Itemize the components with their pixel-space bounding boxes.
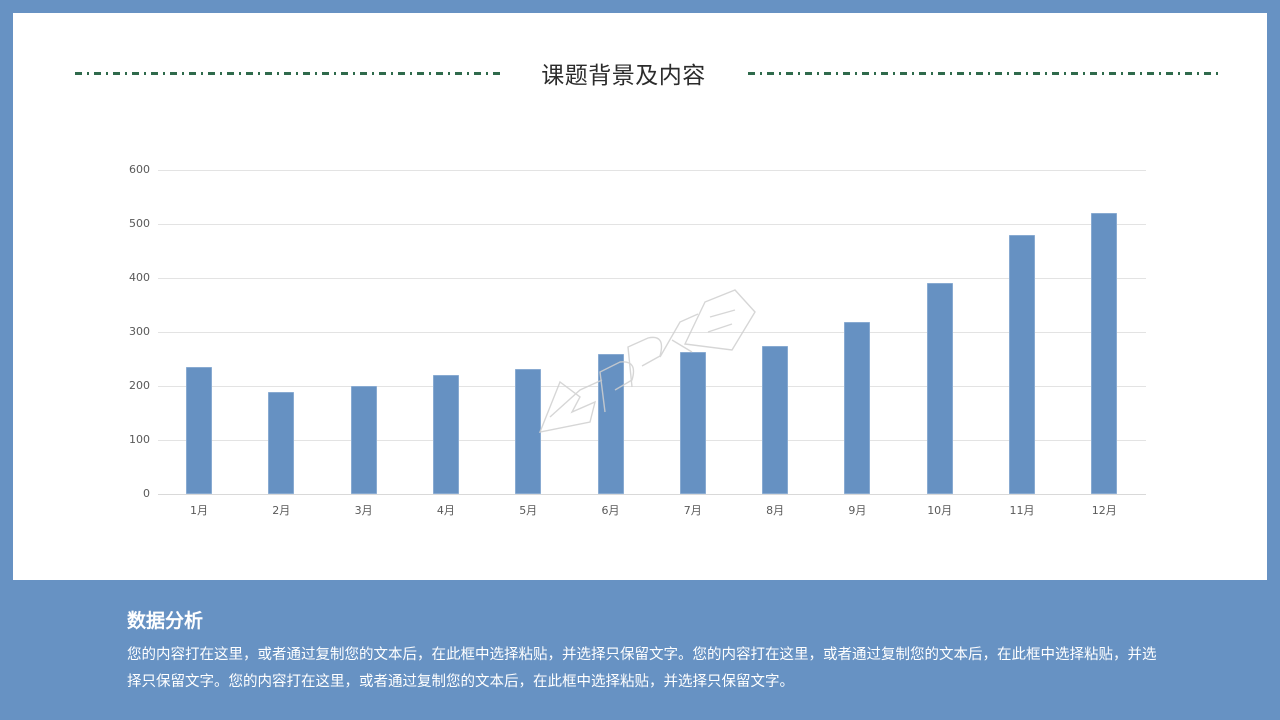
bar-12: [1091, 213, 1118, 494]
x-tick-label: 2月: [272, 504, 291, 517]
x-tick-label: 7月: [683, 504, 702, 517]
bar-10: [926, 283, 953, 494]
x-tick-label: 5月: [519, 504, 538, 517]
x-tick-label: 12月: [1091, 504, 1117, 517]
left-divider-line: [75, 72, 501, 75]
x-tick-label: 1月: [190, 504, 208, 517]
bar-7: [679, 351, 706, 494]
gridline: [158, 332, 1146, 333]
x-tick-label: 11月: [1009, 504, 1035, 517]
right-divider-line: [748, 72, 1218, 75]
gridline: [158, 386, 1146, 387]
bar-9: [844, 321, 871, 494]
gridline: [158, 170, 1146, 171]
bar-5: [515, 369, 542, 494]
x-tick-label: 8月: [766, 504, 785, 517]
y-tick-label: 400: [129, 271, 150, 284]
gridline: [158, 440, 1146, 441]
page-title: 课题背景及内容: [541, 63, 706, 89]
gridline: [158, 278, 1146, 279]
analysis-title: 数据分析: [127, 610, 204, 632]
title-row: 课题背景及内容: [0, 0, 1280, 120]
bar-chart: 0 100 200 300 400 500 600 1月 2月 3月 4月 5月 6月 7月 8月 9月 10月…: [129, 163, 1146, 517]
bar-2: [268, 391, 295, 494]
analysis-body-text: 您的内容打在这里，或者通过复制您的文本后，在此框中选择粘贴，并选择只保留文字。您…: [127, 647, 1157, 690]
y-tick-label: 200: [129, 379, 150, 392]
bar-11: [1009, 235, 1035, 494]
bar-6: [597, 354, 624, 494]
x-tick-label: 4月: [436, 504, 455, 517]
y-tick-label: 300: [129, 325, 150, 338]
x-tick-label: 9月: [848, 504, 867, 517]
y-tick-label: 500: [129, 217, 150, 230]
y-tick-label: 0: [143, 487, 150, 500]
y-tick-label: 600: [129, 163, 150, 176]
bar-8: [762, 345, 789, 494]
content-panel: [13, 13, 1267, 580]
bar-1: [186, 366, 212, 494]
bar-3: [350, 386, 377, 494]
x-axis-line: [158, 494, 1146, 495]
x-tick-label: 10月: [927, 504, 953, 517]
x-tick-label: 6月: [601, 504, 620, 517]
y-tick-label: 100: [129, 433, 150, 446]
gridline: [158, 224, 1146, 225]
bar-4: [432, 374, 459, 494]
x-tick-label: 3月: [354, 504, 373, 517]
